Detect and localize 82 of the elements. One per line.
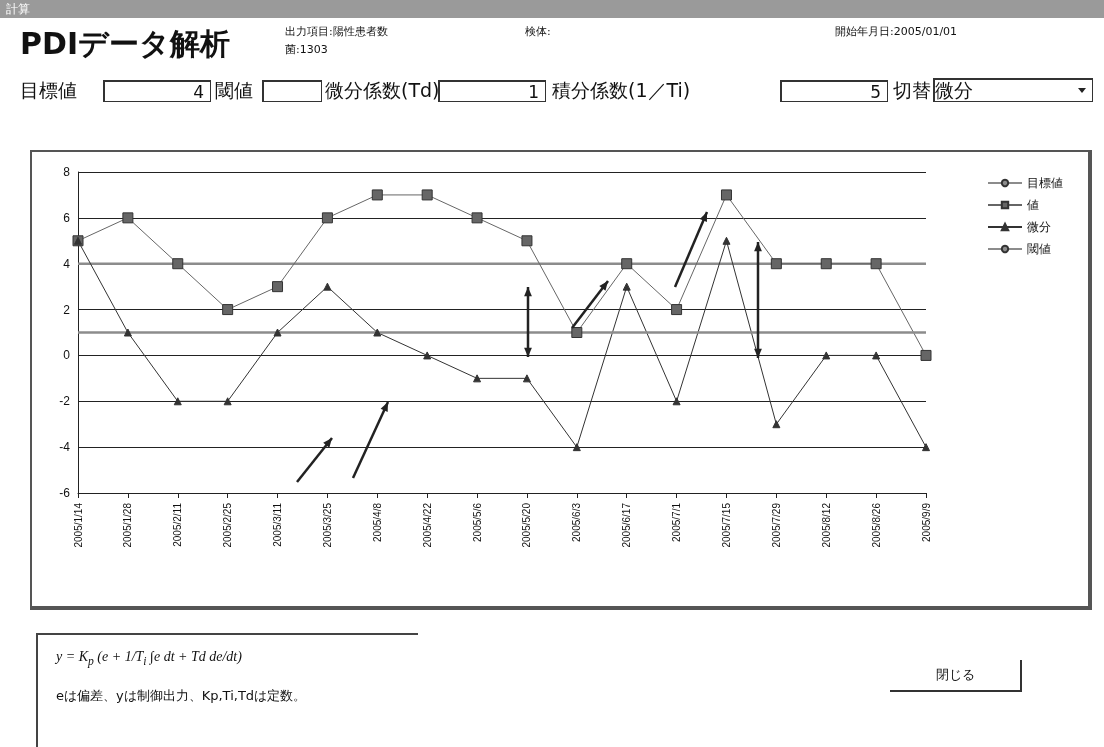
text: 1 bbox=[438, 80, 546, 102]
x-tick-label: 2005/8/12 bbox=[820, 502, 832, 548]
y-tick-label: -4 bbox=[59, 440, 71, 455]
text: 4 bbox=[103, 80, 211, 102]
text: 菌:1303 bbox=[285, 42, 328, 57]
text: 切替 bbox=[893, 78, 931, 103]
x-tick-label: 2005/4/8 bbox=[371, 502, 383, 542]
point bbox=[571, 327, 583, 338]
text: 検体: bbox=[525, 24, 551, 39]
y-tick-label: 2 bbox=[63, 302, 71, 317]
x-tick-label: 2005/1/14 bbox=[72, 502, 84, 548]
point bbox=[222, 304, 234, 316]
x-tick-label: 2005/5/20 bbox=[521, 502, 533, 548]
x-tick-label: 2005/3/25 bbox=[321, 502, 333, 548]
text: 閉じる bbox=[890, 660, 1022, 692]
point bbox=[672, 397, 681, 406]
point bbox=[471, 212, 483, 224]
x-tick-label: 2005/5/6 bbox=[471, 502, 483, 542]
point bbox=[922, 443, 930, 452]
point bbox=[870, 258, 882, 270]
y-tick-label: 6 bbox=[63, 210, 71, 225]
y-tick-label: -6 bbox=[59, 486, 71, 500]
point bbox=[373, 328, 382, 337]
point bbox=[423, 351, 432, 360]
point bbox=[173, 397, 182, 406]
text: 微分 bbox=[933, 78, 1093, 102]
text: eは偏差、yは制御出力、Kp,Ti,Tdは定数。 bbox=[56, 687, 307, 705]
point bbox=[273, 328, 282, 337]
x-tick-label: 2005/1/28 bbox=[122, 502, 134, 548]
chart-subtitle: 出力項目:陽性患者数 bbox=[285, 24, 388, 39]
legend-label: 値 bbox=[1027, 198, 1039, 212]
point bbox=[822, 351, 831, 360]
point bbox=[172, 258, 184, 270]
x-tick-label: 2005/2/25 bbox=[222, 502, 234, 548]
x-tick-label: 2005/4/22 bbox=[421, 502, 433, 548]
point bbox=[621, 258, 633, 270]
point bbox=[770, 258, 782, 270]
text: y = K$_{p}$ (e + 1/T$_{i}$ ∫e dt + Td de/dt) bbox=[56, 649, 242, 668]
text: 5 bbox=[780, 80, 888, 102]
point bbox=[223, 397, 232, 406]
point bbox=[622, 282, 631, 291]
point bbox=[521, 235, 533, 247]
text: 微分係数(Td) bbox=[325, 78, 440, 103]
text: 計算 bbox=[0, 0, 1104, 18]
x-tick-label: 2005/6/17 bbox=[621, 502, 633, 548]
x-tick-label: 2005/9/9 bbox=[920, 502, 932, 542]
x-tick-label: 2005/2/11 bbox=[172, 502, 184, 547]
point bbox=[671, 304, 683, 316]
legend-label: 閾値 bbox=[1027, 242, 1051, 256]
point bbox=[123, 328, 132, 337]
point bbox=[522, 374, 531, 383]
y-tick-label: 4 bbox=[63, 256, 71, 271]
point bbox=[421, 189, 433, 201]
point bbox=[321, 212, 333, 224]
legend-label: 目標値 bbox=[1027, 176, 1063, 190]
point bbox=[572, 443, 581, 452]
x-tick-label: 2005/3/11 bbox=[272, 502, 284, 547]
point bbox=[872, 351, 881, 360]
point bbox=[272, 281, 284, 293]
chart-title: PDIデータ解析 bbox=[20, 25, 231, 63]
text: 積分係数(1／Ti) bbox=[552, 78, 691, 103]
text: 開始年月日:2005/01/01 bbox=[835, 24, 958, 39]
x-tick-label: 2005/6/3 bbox=[571, 502, 583, 542]
text: 目標値 bbox=[20, 78, 77, 103]
x-tick-label: 2005/8/26 bbox=[870, 502, 882, 548]
point bbox=[722, 236, 731, 245]
y-tick-label: -2 bbox=[59, 394, 71, 409]
y-tick-label: 0 bbox=[63, 348, 71, 363]
point bbox=[720, 189, 732, 201]
x-tick-label: 2005/7/1 bbox=[671, 502, 683, 542]
point bbox=[473, 374, 482, 383]
x-tick-label: 2005/7/15 bbox=[720, 502, 732, 548]
legend-label: 微分 bbox=[1027, 220, 1051, 234]
point bbox=[122, 212, 134, 224]
point bbox=[371, 189, 383, 201]
point bbox=[920, 349, 932, 361]
text: 閾値 bbox=[215, 78, 253, 103]
point bbox=[820, 258, 832, 270]
x-tick-label: 2005/7/29 bbox=[770, 502, 782, 548]
point bbox=[323, 282, 332, 291]
y-tick-label: 8 bbox=[63, 165, 71, 179]
point bbox=[772, 420, 781, 429]
